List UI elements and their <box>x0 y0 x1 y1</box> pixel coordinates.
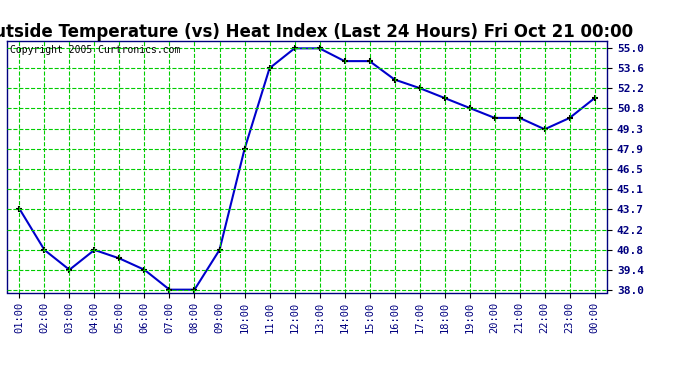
Text: Copyright 2005 Curtronics.com: Copyright 2005 Curtronics.com <box>10 45 180 55</box>
Title: Outside Temperature (vs) Heat Index (Last 24 Hours) Fri Oct 21 00:00: Outside Temperature (vs) Heat Index (Las… <box>0 23 633 41</box>
